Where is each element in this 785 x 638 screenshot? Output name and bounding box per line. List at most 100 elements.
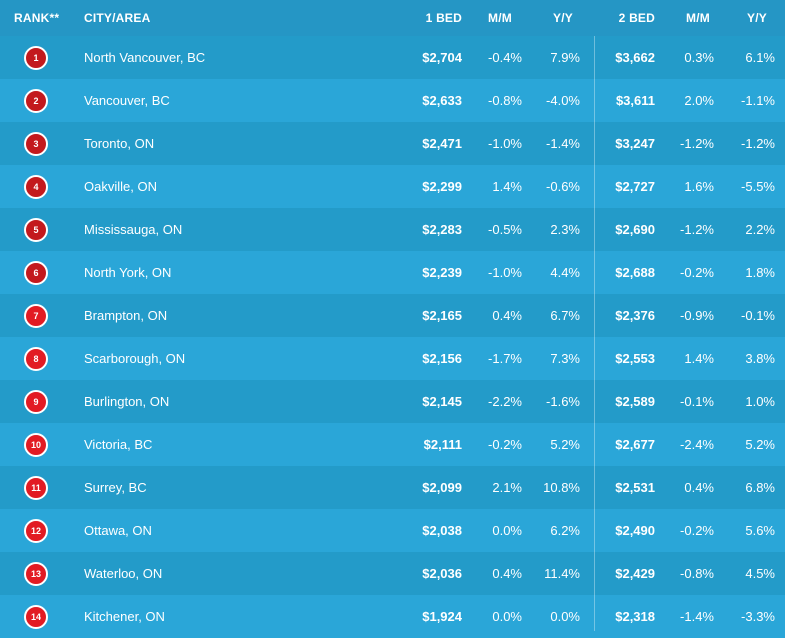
two-bed-mm-cell: 1.6% <box>684 179 714 194</box>
rank-badge: 10 <box>24 433 48 457</box>
one-bed-rent-cell: $2,036 <box>422 566 462 581</box>
one-bed-rent-cell: $2,704 <box>422 50 462 65</box>
table-row: 12 Ottawa, ON $2,038 0.0% 6.2% $2,490 -0.2% 5.6… <box>0 509 785 552</box>
rank-badge: 1 <box>24 46 48 70</box>
two-bed-mm-cell: -0.9% <box>680 308 714 323</box>
table-row: 14 Kitchener, ON $1,924 0.0% 0.0% $2,318 -1.4%… <box>0 595 785 638</box>
one-bed-rent-cell: $2,283 <box>422 222 462 237</box>
city-cell: Brampton, ON <box>84 308 168 323</box>
one-bed-rent-cell: $1,924 <box>422 609 462 624</box>
column-divider <box>594 36 595 631</box>
header-rank: RANK** <box>14 11 60 25</box>
one-bed-yy-cell: 11.4% <box>544 566 580 581</box>
two-bed-rent-cell: $2,589 <box>615 394 655 409</box>
rank-badge: 13 <box>24 562 48 586</box>
rank-badge: 7 <box>24 304 48 328</box>
one-bed-yy-cell: -4.0% <box>546 93 580 108</box>
two-bed-yy-cell: -5.5% <box>741 179 775 194</box>
rank-cell: 7 <box>0 294 76 337</box>
rank-cell: 10 <box>0 423 76 466</box>
rank-cell: 13 <box>0 552 76 595</box>
table-row: 7 Brampton, ON $2,165 0.4% 6.7% $2,376 -0.9% -0… <box>0 294 785 337</box>
rank-cell: 2 <box>0 79 76 122</box>
table-row: 11 Surrey, BC $2,099 2.1% 10.8% $2,531 0.4% 6.8… <box>0 466 785 509</box>
two-bed-mm-cell: -1.2% <box>680 222 714 237</box>
rank-badge: 11 <box>24 476 48 500</box>
table-header: RANK** CITY/AREA 1 BED M/M Y/Y 2 BED M/M… <box>0 0 785 36</box>
one-bed-mm-cell: -1.0% <box>488 265 522 280</box>
city-cell: Vancouver, BC <box>84 93 170 108</box>
city-cell: Scarborough, ON <box>84 351 186 366</box>
two-bed-yy-cell: 5.6% <box>745 523 775 538</box>
two-bed-rent-cell: $2,531 <box>615 480 655 495</box>
rank-badge: 9 <box>24 390 48 414</box>
table-row: 5 Mississauga, ON $2,283 -0.5% 2.3% $2,690 -1.… <box>0 208 785 251</box>
two-bed-yy-cell: -0.1% <box>741 308 775 323</box>
two-bed-rent-cell: $2,376 <box>615 308 655 323</box>
two-bed-rent-cell: $2,553 <box>615 351 655 366</box>
one-bed-rent-cell: $2,633 <box>422 93 462 108</box>
one-bed-yy-cell: 10.8% <box>543 480 580 495</box>
one-bed-yy-cell: 4.4% <box>550 265 580 280</box>
one-bed-mm-cell: -0.5% <box>488 222 522 237</box>
two-bed-mm-cell: -1.4% <box>680 609 714 624</box>
city-cell: Waterloo, ON <box>84 566 163 581</box>
table-row: 6 North York, ON $2,239 -1.0% 4.4% $2,688 -0.2… <box>0 251 785 294</box>
rank-cell: 11 <box>0 466 76 509</box>
two-bed-rent-cell: $2,688 <box>615 265 655 280</box>
one-bed-yy-cell: 6.2% <box>550 523 580 538</box>
two-bed-mm-cell: -0.1% <box>680 394 714 409</box>
two-bed-mm-cell: 2.0% <box>684 93 714 108</box>
two-bed-yy-cell: 6.1% <box>745 50 775 65</box>
two-bed-rent-cell: $2,677 <box>615 437 655 452</box>
rank-badge: 6 <box>24 261 48 285</box>
rank-badge: 8 <box>24 347 48 371</box>
one-bed-yy-cell: -0.6% <box>546 179 580 194</box>
rank-badge: 4 <box>24 175 48 199</box>
two-bed-rent-cell: $2,429 <box>615 566 655 581</box>
table-row: 1 North Vancouver, BC $2,704 -0.4% 7.9% $3,66… <box>0 36 785 79</box>
one-bed-yy-cell: -1.6% <box>546 394 580 409</box>
one-bed-yy-cell: 5.2% <box>550 437 580 452</box>
two-bed-rent-cell: $2,690 <box>615 222 655 237</box>
rank-badge: 14 <box>24 605 48 629</box>
table-row: 10 Victoria, BC $2,111 -0.2% 5.2% $2,677 -2.4%… <box>0 423 785 466</box>
rank-badge: 12 <box>24 519 48 543</box>
header-1-bed-mm: M/M <box>488 11 512 25</box>
one-bed-rent-cell: $2,299 <box>422 179 462 194</box>
rank-cell: 9 <box>0 380 76 423</box>
two-bed-yy-cell: 3.8% <box>745 351 775 366</box>
table-row: 4 Oakville, ON $2,299 1.4% -0.6% $2,727 1.6% -5… <box>0 165 785 208</box>
rank-cell: 14 <box>0 595 76 638</box>
two-bed-rent-cell: $2,318 <box>615 609 655 624</box>
city-cell: Burlington, ON <box>84 394 170 409</box>
two-bed-mm-cell: 0.4% <box>684 480 714 495</box>
city-cell: North York, ON <box>84 265 172 280</box>
rank-badge: 2 <box>24 89 48 113</box>
one-bed-rent-cell: $2,038 <box>422 523 462 538</box>
two-bed-rent-cell: $3,247 <box>615 136 655 151</box>
header-1-bed: 1 BED <box>425 11 462 25</box>
one-bed-mm-cell: -0.8% <box>488 93 522 108</box>
one-bed-yy-cell: 0.0% <box>550 609 580 624</box>
two-bed-yy-cell: 1.0% <box>745 394 775 409</box>
one-bed-rent-cell: $2,099 <box>422 480 462 495</box>
city-cell: Kitchener, ON <box>84 609 165 624</box>
one-bed-yy-cell: 7.3% <box>550 351 580 366</box>
one-bed-mm-cell: -0.4% <box>488 50 522 65</box>
two-bed-mm-cell: -2.4% <box>680 437 714 452</box>
city-cell: Toronto, ON <box>84 136 155 151</box>
two-bed-mm-cell: -0.8% <box>680 566 714 581</box>
city-cell: Victoria, BC <box>84 437 153 452</box>
one-bed-mm-cell: 0.4% <box>492 566 522 581</box>
header-city: CITY/AREA <box>84 11 151 25</box>
one-bed-mm-cell: 0.0% <box>492 609 522 624</box>
rank-badge: 5 <box>24 218 48 242</box>
two-bed-yy-cell: 1.8% <box>745 265 775 280</box>
two-bed-mm-cell: 1.4% <box>684 351 714 366</box>
header-2-bed-yy: Y/Y <box>747 11 767 25</box>
header-2-bed-mm: M/M <box>686 11 710 25</box>
one-bed-mm-cell: -1.0% <box>488 136 522 151</box>
one-bed-mm-cell: 0.4% <box>492 308 522 323</box>
